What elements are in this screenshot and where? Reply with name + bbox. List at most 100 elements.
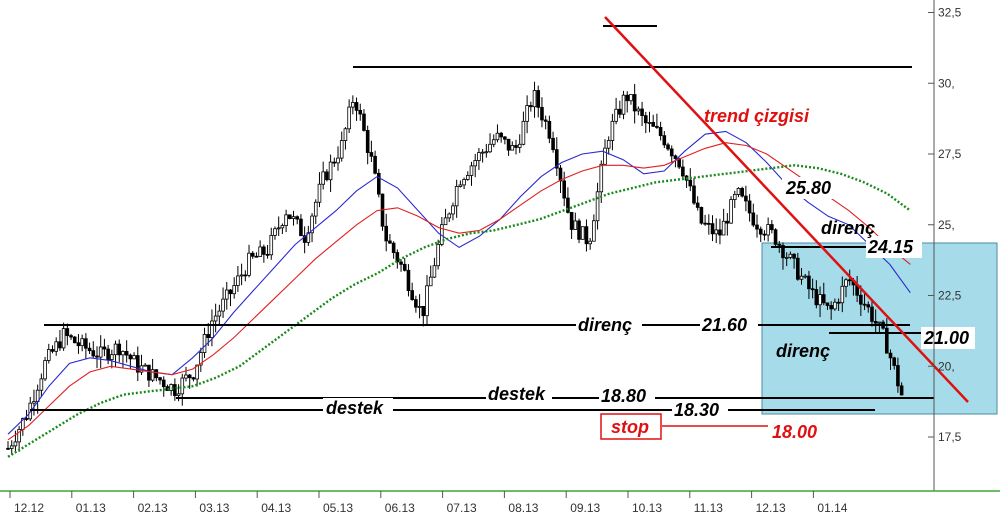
candle-body <box>547 120 552 139</box>
candle-body <box>799 275 804 280</box>
candle-body <box>6 447 10 450</box>
candle-body <box>32 401 36 404</box>
x-tick-label: 08.13 <box>508 501 538 515</box>
y-tick-label: 30, <box>938 76 955 90</box>
candle-body <box>681 166 685 177</box>
candle-body <box>376 172 381 195</box>
candle-body <box>61 328 66 349</box>
candle-body <box>46 349 51 361</box>
candle-body <box>202 334 207 353</box>
candle-body <box>703 222 707 225</box>
candle-body <box>480 151 485 154</box>
candle-body <box>721 220 726 236</box>
candle-body <box>580 226 585 240</box>
candle-body <box>866 304 871 308</box>
candle-body <box>288 214 292 219</box>
candle-body <box>532 90 537 108</box>
candle-body <box>892 357 897 366</box>
moving-averages <box>7 130 912 458</box>
candle-body <box>558 167 563 182</box>
candle-body <box>740 187 744 197</box>
candle-body <box>884 327 889 354</box>
candle-body <box>836 301 841 304</box>
candle-body <box>347 106 351 130</box>
candle-body <box>121 351 125 356</box>
candle-body <box>336 157 340 164</box>
candle-body <box>414 299 418 308</box>
candle-body <box>736 187 741 195</box>
candle-body <box>792 253 796 259</box>
candle-body <box>458 184 463 187</box>
x-tick-label: 11.13 <box>694 501 723 515</box>
candle-body <box>399 261 403 265</box>
candle-body <box>13 441 18 447</box>
candle-body <box>573 220 578 230</box>
candle-body <box>640 108 644 117</box>
candle-body <box>132 355 136 360</box>
candle-body <box>358 109 363 115</box>
candle-body <box>632 94 637 112</box>
candle-body <box>236 275 240 286</box>
candle-body <box>217 310 222 317</box>
candle-body <box>339 140 344 159</box>
candle-body <box>117 343 122 356</box>
candle-body <box>732 194 737 200</box>
candle-body <box>647 121 652 124</box>
candle-body <box>729 199 733 224</box>
candle-body <box>291 216 296 219</box>
candle-body <box>662 135 667 146</box>
candle-body <box>506 138 511 151</box>
candle-body <box>321 171 325 185</box>
support-mid-label: destek <box>488 384 546 404</box>
candle-body <box>803 275 808 278</box>
candle-body <box>614 108 618 122</box>
candle-body <box>325 171 329 181</box>
candle-body <box>588 240 592 245</box>
candle-body <box>65 328 70 337</box>
candle-body <box>773 229 778 245</box>
candle-body <box>354 102 359 111</box>
candle-body <box>406 269 411 291</box>
candle-body <box>150 369 155 381</box>
candle-body <box>328 161 333 181</box>
candle-body <box>566 197 570 213</box>
candle-body <box>365 130 370 153</box>
candle-body <box>443 217 448 226</box>
candle-body <box>436 244 440 267</box>
y-tick-label: 17,5 <box>938 430 962 444</box>
candle-body <box>833 301 837 310</box>
candle-body <box>425 285 429 317</box>
candle-body <box>784 256 789 259</box>
x-tick-label: 04.13 <box>261 501 291 515</box>
candle-body <box>295 216 300 220</box>
candle-body <box>54 341 59 352</box>
candle-body <box>521 120 526 145</box>
x-tick-label: 02.13 <box>138 501 168 515</box>
candle-body <box>206 334 211 339</box>
x-tick-label: 07.13 <box>447 501 477 515</box>
candle-body <box>618 108 622 115</box>
candle-body <box>807 275 811 290</box>
candle-body <box>232 285 236 295</box>
candle-body <box>562 180 566 199</box>
candle-body <box>17 429 21 443</box>
candle-body <box>762 233 767 236</box>
candle-body <box>210 320 214 339</box>
stop-box <box>600 413 662 440</box>
candle-body <box>128 354 133 360</box>
candle-body <box>510 145 515 151</box>
candle-body <box>147 364 151 381</box>
candle-body <box>258 246 262 257</box>
y-tick-label: 25, <box>938 218 955 232</box>
candle-body <box>788 253 793 258</box>
y-tick-label: 27,5 <box>938 147 962 161</box>
candle-body <box>113 343 118 356</box>
candle-body <box>213 315 218 322</box>
candle-body <box>599 163 604 193</box>
candle-body <box>491 139 496 145</box>
candle-body <box>98 346 103 358</box>
candle-body <box>873 321 878 324</box>
candle-body <box>50 349 55 352</box>
candle-body <box>135 355 140 373</box>
candle-body <box>76 342 81 347</box>
